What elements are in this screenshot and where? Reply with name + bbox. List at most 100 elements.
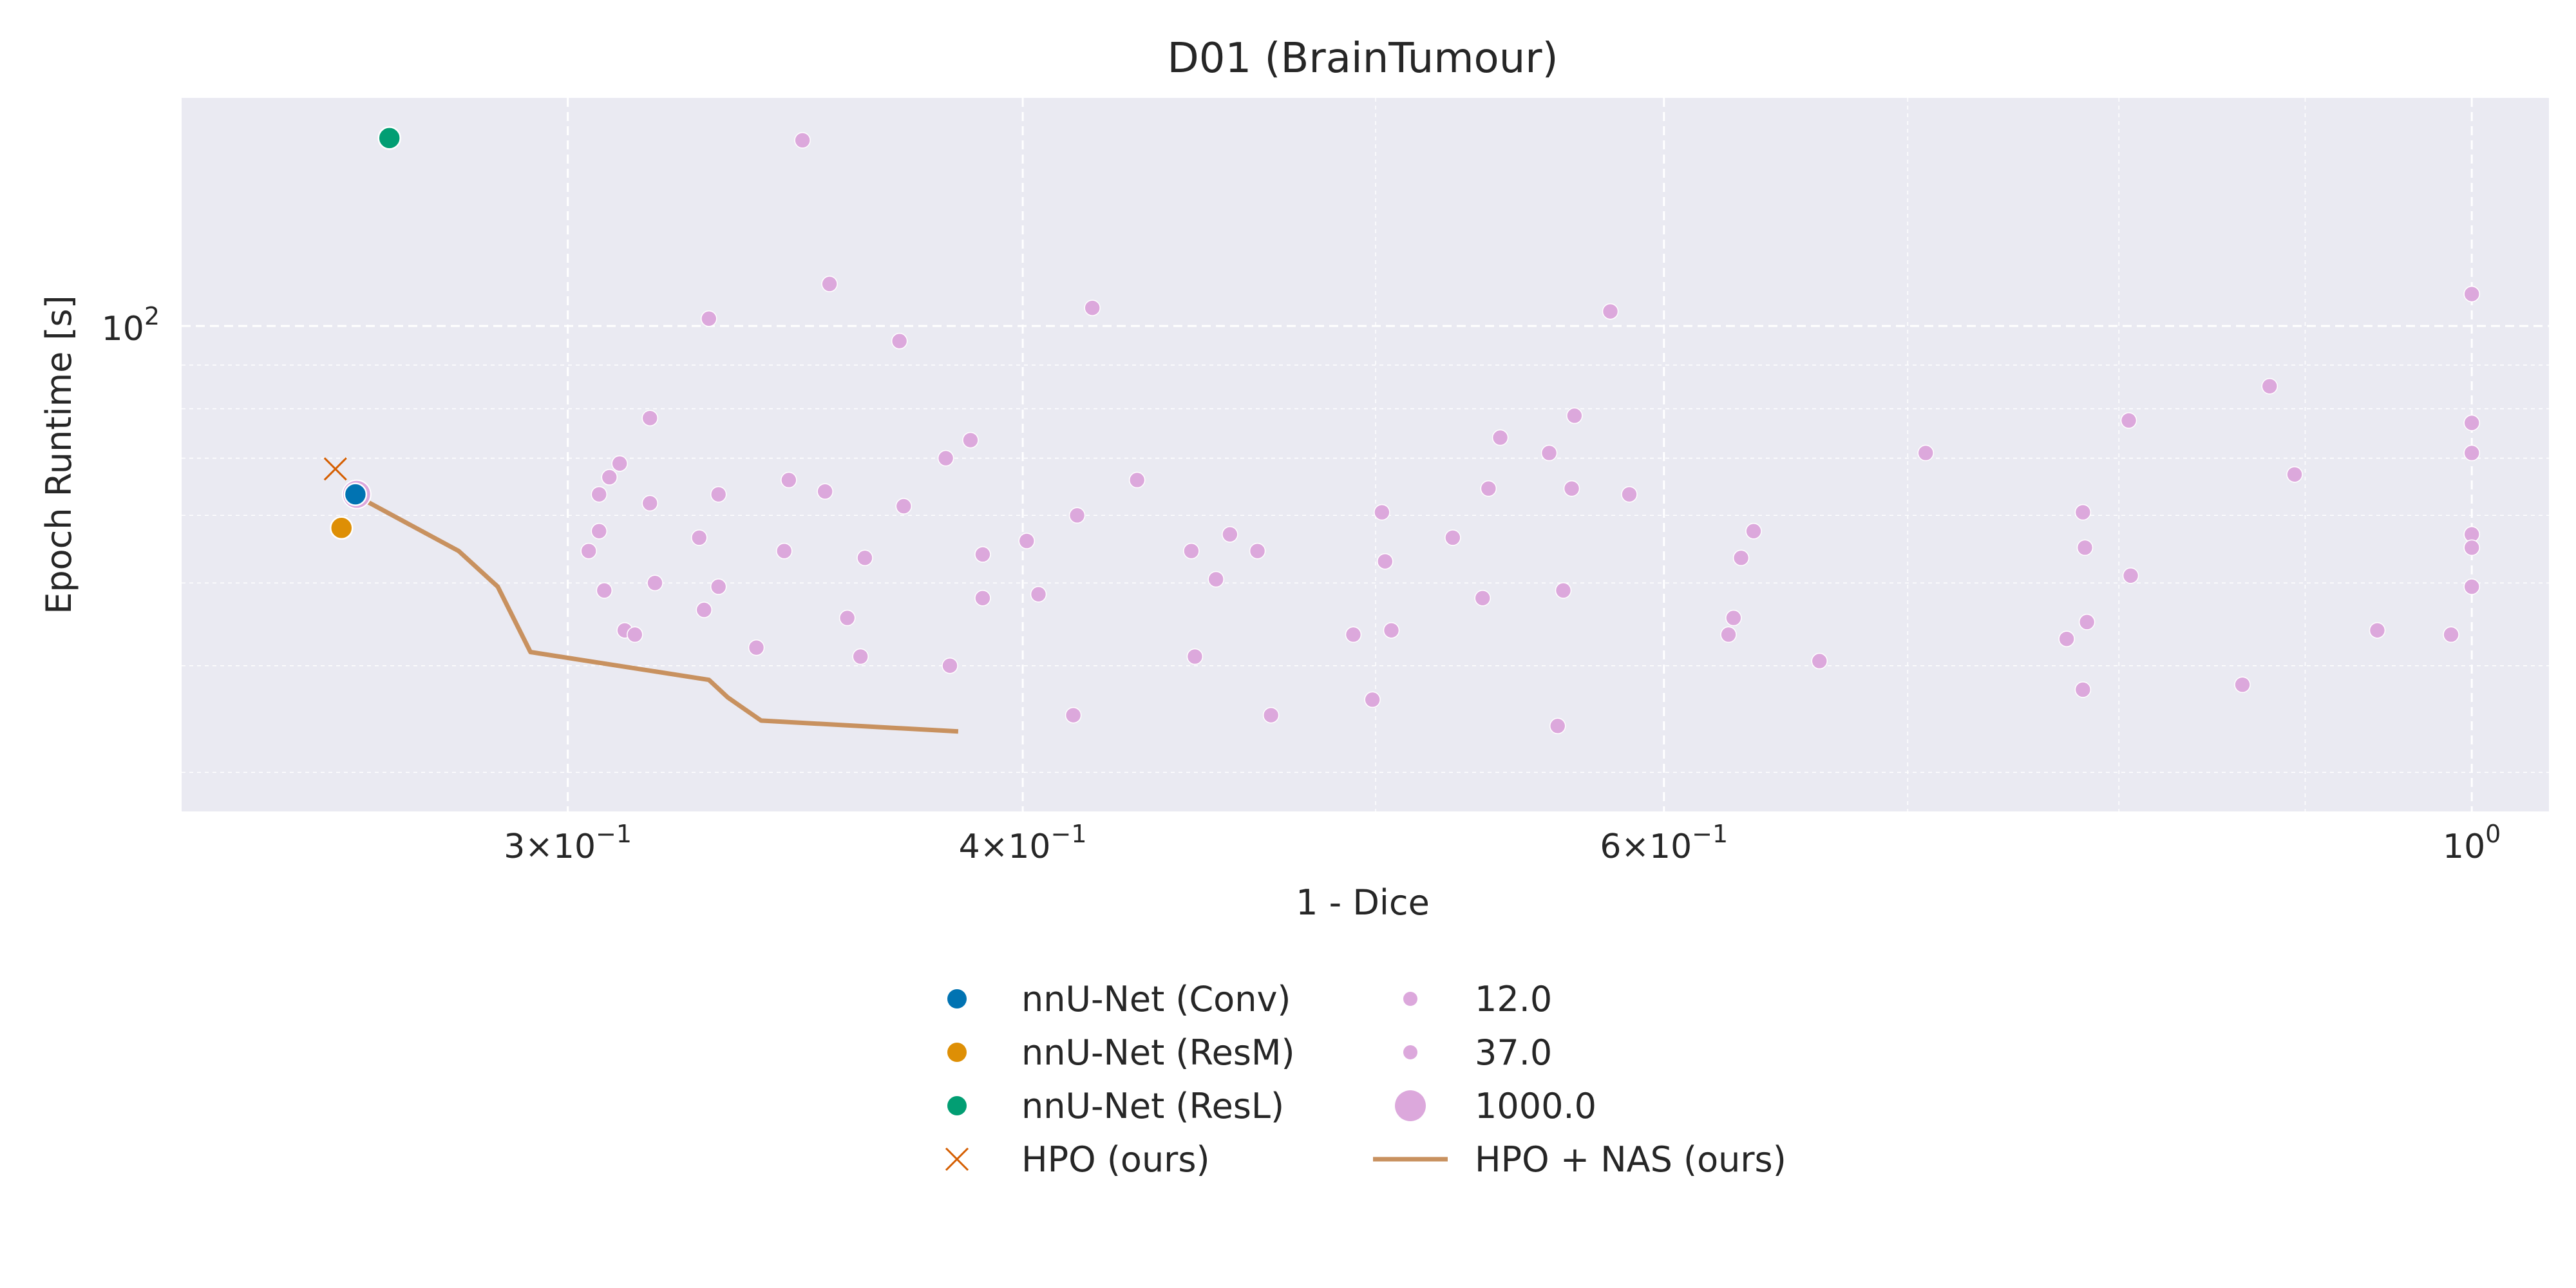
nas-point <box>2074 681 2092 698</box>
nas-point <box>591 523 608 540</box>
legend-label: 1000.0 <box>1475 1086 1596 1126</box>
nas-point <box>838 609 856 627</box>
nas-point <box>942 657 958 674</box>
nas-point <box>794 132 811 149</box>
nas-point <box>2463 444 2480 462</box>
nas-point <box>1811 652 1828 670</box>
nas-point <box>1084 299 1101 316</box>
nas-point <box>591 486 608 503</box>
nas-point <box>710 578 727 595</box>
baseline-point-nnu-net-conv <box>343 482 368 506</box>
nas-point <box>1602 303 1619 320</box>
nas-point <box>2286 466 2303 483</box>
nas-point <box>1068 507 1086 524</box>
legend-item: nnU-Net (ResM) <box>947 1032 1295 1073</box>
nas-point <box>1128 471 1146 489</box>
nas-point <box>891 332 908 350</box>
nas-point <box>775 542 793 560</box>
legend-label: nnU-Net (ResM) <box>1021 1032 1295 1073</box>
x-tick-label: 6×10−1 <box>1600 820 1728 866</box>
nas-point <box>611 455 628 472</box>
nas-point <box>1732 549 1750 567</box>
legend-label: 37.0 <box>1475 1032 1552 1073</box>
baseline-point-nnu-net-resl <box>377 126 401 150</box>
x-tick-label: 4×10−1 <box>959 820 1087 866</box>
legend-marker <box>945 1147 969 1171</box>
nas-point <box>1208 571 1224 588</box>
legend-marker <box>947 1096 967 1115</box>
nas-point <box>1383 622 1400 639</box>
nas-point <box>1444 529 1461 546</box>
chart-title: D01 (BrainTumour) <box>1167 35 1558 82</box>
nas-point <box>1018 533 1035 549</box>
nas-point <box>1183 542 1200 560</box>
legend-marker <box>947 1043 967 1062</box>
nas-point <box>647 574 663 591</box>
nas-point <box>1222 526 1238 543</box>
legend-marker <box>1403 992 1417 1006</box>
legend-label: HPO (ours) <box>1021 1139 1210 1180</box>
nas-point <box>974 546 991 563</box>
legend-item: nnU-Net (Conv) <box>947 979 1291 1019</box>
x-tick-labels: 3×10−1 4×10−1 6×10−1 100 <box>504 820 2501 866</box>
nas-point <box>852 648 869 665</box>
legend-label: 12.0 <box>1475 979 1552 1019</box>
nas-point <box>1745 523 1762 540</box>
legend-label: nnU-Net (Conv) <box>1021 979 1291 1019</box>
nas-point <box>641 410 659 426</box>
nas-point <box>580 542 597 560</box>
legend-item: 37.0 <box>1403 1032 1552 1073</box>
nas-point <box>1474 589 1491 607</box>
nas-point <box>1030 586 1047 603</box>
nas-point <box>1364 691 1381 708</box>
pareto-front-line <box>352 492 959 734</box>
nas-point <box>2463 414 2480 431</box>
nas-point <box>817 483 833 500</box>
nas-point <box>962 431 979 449</box>
x-tick-label: 3×10−1 <box>504 820 632 866</box>
nas-point <box>601 469 618 486</box>
nas-point <box>596 582 613 599</box>
nas-point <box>895 498 913 515</box>
nas-point <box>2076 539 2094 556</box>
nas-point <box>1555 582 1572 599</box>
nas-point <box>2074 504 2092 521</box>
nas-point <box>1374 504 1390 521</box>
x-axis-label: 1 - Dice <box>1296 882 1430 923</box>
nas-point <box>691 529 708 546</box>
x-tick-label: 100 <box>2443 820 2501 866</box>
nas-point <box>2120 412 2137 429</box>
nas-point <box>1262 706 1280 724</box>
nas-point <box>1492 429 1509 446</box>
baseline-point-nnu-net-resm <box>330 516 354 540</box>
legend-label: nnU-Net (ResL) <box>1021 1086 1284 1126</box>
nas-point <box>2369 622 2386 639</box>
legend-marker <box>1395 1090 1426 1121</box>
legend-marker <box>1403 1045 1417 1059</box>
nas-point <box>1549 717 1566 735</box>
nas-point <box>710 486 727 503</box>
nas-point <box>1480 480 1497 497</box>
nas-point <box>2234 676 2251 693</box>
nas-point <box>1725 609 1742 627</box>
legend-item: HPO + NAS (ours) <box>1373 1139 1786 1180</box>
nas-point <box>1065 706 1082 724</box>
legend-marker <box>947 989 967 1009</box>
nas-point <box>2122 567 2139 584</box>
nas-point <box>1540 444 1558 462</box>
legend-label: HPO + NAS (ours) <box>1475 1139 1786 1180</box>
legend-item: 1000.0 <box>1395 1086 1596 1126</box>
nas-point <box>974 589 991 607</box>
nas-point <box>781 471 797 489</box>
nas-point <box>1345 626 1362 643</box>
nas-point <box>2078 614 2096 630</box>
legend-item: nnU-Net (ResL) <box>947 1086 1284 1126</box>
nas-point <box>701 310 717 327</box>
nas-point <box>2463 578 2480 595</box>
nas-point <box>937 450 954 467</box>
nas-point <box>748 639 765 656</box>
legend-item: HPO (ours) <box>945 1139 1210 1180</box>
nas-point <box>2463 539 2480 556</box>
nas-point <box>1186 648 1204 665</box>
